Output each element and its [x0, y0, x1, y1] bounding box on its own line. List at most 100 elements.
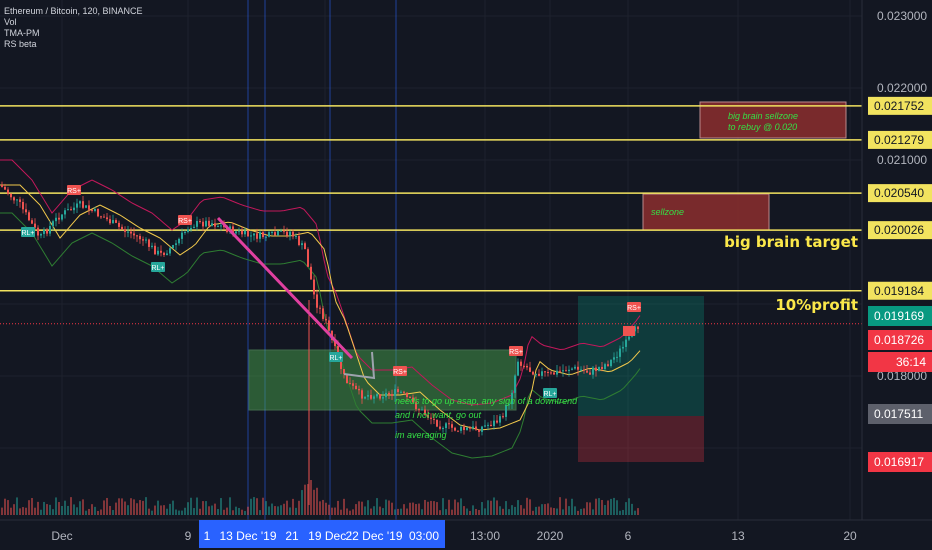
volume-bar — [454, 499, 456, 515]
candle-body — [517, 361, 519, 376]
candle-body — [601, 366, 603, 369]
candle-body — [310, 266, 312, 280]
candle-body — [163, 252, 165, 255]
candle-body — [181, 232, 183, 239]
highlighted-date-label: 22 Dec '19 — [346, 529, 403, 543]
candle-body — [583, 369, 585, 371]
gray-arrowhead — [343, 351, 376, 380]
candle-body — [52, 221, 54, 227]
level-price-tag-label: 0.020540 — [874, 186, 924, 200]
volume-bar — [349, 510, 351, 515]
signal-marker-box — [543, 388, 557, 398]
volume-bar — [208, 506, 210, 515]
volume-bar — [364, 506, 366, 515]
candle-body — [157, 250, 159, 255]
candle-body — [625, 339, 627, 347]
volume-bar — [223, 509, 225, 515]
volume-bar — [469, 510, 471, 515]
candle-body — [451, 424, 453, 428]
volume-bar — [592, 509, 594, 515]
candle-body — [397, 389, 399, 393]
candle-body — [577, 366, 579, 370]
volume-bar — [529, 499, 531, 515]
candle-body — [148, 239, 150, 247]
candle-body — [274, 232, 276, 236]
candle-body — [46, 229, 48, 234]
moving-average-line — [0, 184, 641, 431]
price-badge — [868, 306, 932, 326]
candle-body — [544, 371, 546, 373]
candle-body — [547, 371, 549, 373]
signal-marker-label: RL+ — [329, 355, 342, 362]
volume-bar — [253, 497, 255, 515]
candle-body — [262, 232, 264, 238]
candle-body — [13, 197, 15, 201]
candle-body — [574, 366, 576, 369]
candle-body — [370, 395, 372, 399]
volume-bar — [187, 502, 189, 515]
signal-marker-box — [178, 215, 192, 225]
volume-bar — [331, 507, 333, 515]
volume-bar — [340, 509, 342, 515]
candle-body — [460, 426, 462, 431]
candle-body — [427, 414, 429, 418]
volume-bar — [310, 479, 312, 515]
volume-bar — [184, 507, 186, 515]
volume-bar — [163, 505, 165, 515]
candle-body — [622, 346, 624, 349]
candle-body — [40, 233, 42, 236]
volume-bar — [79, 501, 81, 515]
volume-bar — [73, 504, 75, 515]
candle-body — [64, 210, 66, 215]
signal-marker: RL+ — [21, 227, 35, 237]
volume-bar — [55, 497, 57, 515]
volume-bar — [220, 498, 222, 515]
volume-bar — [541, 504, 543, 515]
candle-body — [151, 245, 153, 247]
volume-bar — [46, 504, 48, 515]
volume-bar — [415, 503, 417, 515]
candle-body — [343, 369, 345, 375]
candle-body — [448, 423, 450, 425]
candle-body — [388, 392, 390, 395]
volume-bar — [10, 507, 12, 515]
volume-bar — [637, 508, 639, 515]
volume-bar — [619, 510, 621, 515]
candle-body — [421, 409, 423, 411]
candle-body — [433, 418, 435, 420]
volume-bar — [586, 502, 588, 515]
candle-body — [364, 396, 366, 399]
candle-body — [130, 231, 132, 234]
volume-bar — [298, 500, 300, 515]
volume-bar — [232, 510, 234, 515]
volume-bar — [550, 507, 552, 515]
volume-bar — [313, 489, 315, 515]
candle-body — [400, 391, 402, 393]
candle-body — [25, 209, 27, 213]
candle-body — [403, 391, 405, 393]
candle-body — [346, 374, 348, 384]
candle-body — [484, 425, 486, 427]
candle-body — [175, 243, 177, 245]
candle-body — [220, 225, 222, 227]
volume-bar — [322, 499, 324, 515]
candle-body — [247, 230, 249, 237]
indicator-tma: TMA-PM — [4, 28, 40, 38]
volume-bar — [61, 505, 63, 515]
volume-bar — [325, 502, 327, 515]
volume-bar — [433, 501, 435, 515]
candle-body — [316, 294, 318, 308]
trade-note-line-2: and i not want, go out — [395, 410, 482, 420]
volume-bar — [544, 504, 546, 515]
symbol-title: Ethereum / Bitcoin, 120, BINANCE — [4, 6, 143, 16]
candle-body — [442, 428, 444, 430]
volume-bar — [151, 510, 153, 515]
price-tick-label: 0.022000 — [877, 81, 927, 95]
candle-body — [292, 231, 294, 237]
candle-body — [106, 217, 108, 220]
candle-body — [361, 390, 363, 399]
trade-note-line-3: im averaging — [395, 430, 447, 440]
volume-bar — [553, 508, 555, 515]
